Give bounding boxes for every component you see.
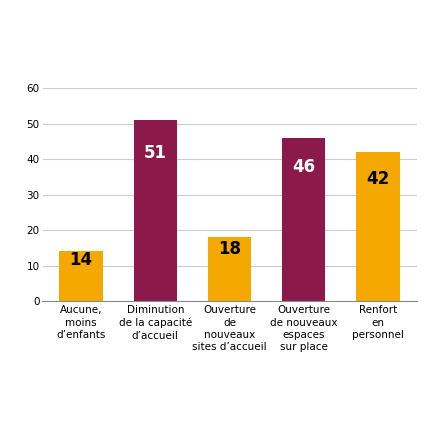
Bar xyxy=(60,251,102,301)
Bar xyxy=(134,120,177,301)
Bar xyxy=(357,152,400,301)
Text: 14: 14 xyxy=(69,251,93,269)
Text: 46: 46 xyxy=(292,158,315,176)
Text: 51: 51 xyxy=(144,144,167,162)
Text: Dispositions du protocole sanitaire prises durant l’été (en %): Dispositions du protocole sanitaire pris… xyxy=(15,55,410,65)
Bar xyxy=(282,138,325,301)
Text: GRAPHIQUE 1: GRAPHIQUE 1 xyxy=(149,15,276,33)
Text: 42: 42 xyxy=(366,170,390,188)
Text: 18: 18 xyxy=(218,240,241,258)
Bar xyxy=(208,237,251,301)
